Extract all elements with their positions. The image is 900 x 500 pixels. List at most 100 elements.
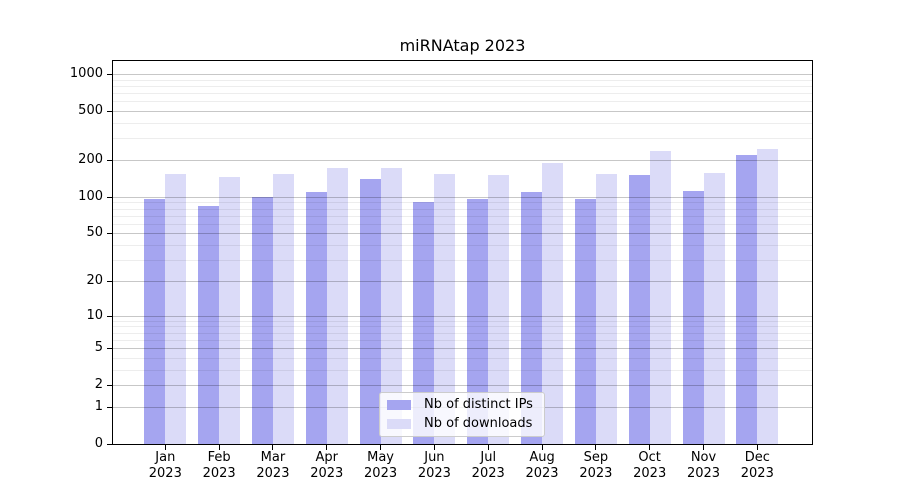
bar-downloads-jul-2023 (488, 174, 510, 444)
bar-distinct-ips-jun-2023 (413, 201, 435, 444)
y-tick-label-500: 500 (78, 103, 103, 119)
grid-line-60 (113, 224, 812, 225)
grid-line-7 (113, 333, 812, 334)
bar-downloads-dec-2023 (757, 148, 779, 444)
bar-distinct-ips-aug-2023 (521, 191, 543, 444)
grid-line-10 (113, 316, 812, 317)
x-tick-label-dec-2023: Dec 2023 (740, 450, 774, 481)
x-tick-label-jul-2023: Jul 2023 (471, 450, 505, 481)
y-tick-label-1000: 1000 (69, 66, 103, 82)
legend-row-downloads: Nb of downloads (387, 416, 537, 432)
y-tick-mark-2 (107, 385, 112, 387)
x-tick-mark-3 (272, 445, 274, 450)
grid-line-800 (113, 86, 812, 87)
y-tick-mark-0 (107, 444, 112, 445)
bar-distinct-ips-apr-2023 (305, 191, 327, 444)
grid-line-400 (113, 123, 812, 124)
y-tick-label-50: 50 (86, 225, 103, 241)
bar-downloads-nov-2023 (703, 172, 725, 444)
x-tick-mark-11 (703, 445, 704, 450)
y-tick-label-20: 20 (86, 272, 103, 288)
x-tick-label-feb-2023: Feb 2023 (202, 450, 236, 481)
y-tick-mark-100 (107, 196, 112, 198)
y-tick-label-2: 2 (94, 377, 103, 393)
x-tick-mark-8 (541, 445, 543, 450)
bar-distinct-ips-sep-2023 (574, 199, 596, 444)
bar-downloads-jun-2023 (434, 173, 456, 444)
grid-line-700 (113, 93, 812, 94)
grid-line-4 (113, 358, 812, 359)
y-tick-label-1: 1 (94, 398, 103, 414)
bar-downloads-aug-2023 (542, 163, 564, 444)
x-tick-mark-1 (164, 445, 166, 450)
plot-area (112, 60, 813, 445)
y-tick-mark-500 (107, 111, 112, 113)
grid-line-30 (113, 260, 812, 261)
x-tick-mark-7 (487, 445, 489, 450)
y-tick-label-0: 0 (94, 436, 103, 451)
grid-line-20 (113, 281, 812, 282)
grid-line-80 (113, 209, 812, 210)
x-tick-label-aug-2023: Aug 2023 (525, 450, 559, 481)
grid-line-9 (113, 321, 812, 322)
x-tick-label-may-2023: May 2023 (364, 450, 398, 481)
y-tick-mark-5 (107, 348, 112, 350)
grid-line-900 (113, 80, 812, 81)
bar-distinct-ips-may-2023 (359, 178, 381, 444)
x-tick-label-mar-2023: Mar 2023 (256, 450, 290, 481)
bar-downloads-sep-2023 (595, 174, 617, 444)
bar-distinct-ips-dec-2023 (736, 155, 758, 444)
x-tick-label-nov-2023: Nov 2023 (686, 450, 721, 481)
bar-distinct-ips-jul-2023 (467, 199, 489, 444)
y-tick-label-100: 100 (78, 188, 103, 204)
grid-line-600 (113, 101, 812, 102)
legend-label-distinct-ips: Nb of distinct IPs (424, 397, 533, 413)
x-tick-mark-5 (380, 445, 382, 450)
bar-distinct-ips-oct-2023 (628, 174, 650, 444)
grid-line-300 (113, 138, 812, 139)
bar-downloads-apr-2023 (326, 168, 348, 444)
x-tick-label-jun-2023: Jun 2023 (417, 450, 451, 481)
legend-label-downloads: Nb of downloads (424, 415, 533, 431)
bar-distinct-ips-nov-2023 (682, 190, 704, 444)
bar-distinct-ips-mar-2023 (251, 196, 273, 444)
x-tick-mark-12 (756, 445, 758, 450)
x-tick-mark-10 (649, 445, 651, 450)
grid-line-8 (113, 326, 812, 327)
grid-line-50 (113, 233, 812, 234)
y-tick-label-5: 5 (94, 340, 103, 356)
y-tick-mark-200 (107, 160, 112, 161)
y-tick-mark-1000 (107, 74, 112, 76)
grid-line-100 (113, 197, 812, 198)
x-tick-mark-2 (218, 445, 220, 450)
grid-line-70 (113, 216, 812, 217)
y-tick-label-10: 10 (86, 307, 103, 323)
chart-title: miRNAtap 2023 (399, 36, 526, 55)
x-tick-label-oct-2023: Oct 2023 (633, 450, 667, 481)
bar-downloads-feb-2023 (219, 177, 241, 444)
grid-line-200 (113, 160, 812, 161)
legend-row-distinct-ips: Nb of distinct IPs (387, 397, 537, 413)
x-tick-label-sep-2023: Sep 2023 (579, 450, 613, 481)
x-tick-mark-4 (326, 445, 328, 450)
legend-swatch-downloads (387, 418, 411, 429)
x-tick-label-jan-2023: Jan 2023 (148, 450, 182, 481)
y-tick-mark-1 (107, 406, 112, 408)
legend: Nb of distinct IPs Nb of downloads (379, 392, 545, 437)
grid-line-5 (113, 348, 812, 349)
grid-line-2 (113, 385, 812, 386)
bar-distinct-ips-feb-2023 (198, 206, 220, 444)
grid-line-90 (113, 202, 812, 203)
x-tick-mark-9 (595, 445, 597, 450)
x-tick-label-apr-2023: Apr 2023 (310, 450, 344, 481)
bar-downloads-oct-2023 (649, 151, 671, 444)
grid-line-500 (113, 111, 812, 112)
y-tick-label-200: 200 (78, 152, 103, 167)
grid-line-40 (113, 245, 812, 246)
y-tick-mark-10 (107, 315, 112, 317)
grid-line-3 (113, 370, 812, 371)
x-tick-mark-6 (433, 445, 435, 450)
bar-downloads-may-2023 (380, 167, 402, 444)
bar-downloads-jan-2023 (165, 174, 187, 444)
y-tick-mark-20 (107, 280, 112, 282)
